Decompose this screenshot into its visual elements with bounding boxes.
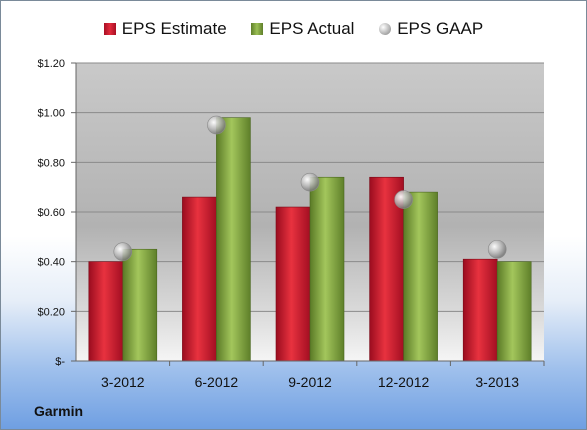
x-tick-label: 3-2013	[475, 374, 519, 390]
y-tick-label: $1.20	[37, 58, 65, 70]
y-tick-label: $1.00	[37, 108, 65, 120]
marker-eps-gaap	[207, 115, 226, 135]
bar-eps-estimate	[182, 196, 217, 362]
legend-item-gaap: EPS GAAP	[379, 19, 483, 39]
y-tick-label: $-	[55, 356, 65, 368]
legend-label-estimate: EPS Estimate	[121, 18, 227, 38]
bar-eps-estimate	[88, 261, 124, 362]
bar-eps-estimate	[462, 258, 498, 362]
marker-eps-gaap	[300, 172, 320, 192]
company-name: Garmin	[34, 403, 84, 419]
y-tick-label: $0.80	[37, 157, 65, 169]
bar-eps-actual	[309, 176, 345, 362]
legend-item-estimate: EPS Estimate	[103, 18, 227, 39]
marker-eps-gaap	[394, 190, 413, 209]
marker-eps-gaap	[113, 242, 133, 262]
bar-eps-actual	[122, 248, 158, 362]
legend-swatch-estimate	[103, 22, 116, 35]
bar-eps-actual	[216, 117, 251, 362]
legend-swatch-gaap	[379, 22, 392, 35]
y-tick-label: $0.20	[37, 306, 65, 318]
y-tick-label: $0.60	[37, 207, 65, 219]
legend-label-actual: EPS Actual	[269, 18, 355, 38]
legend-item-actual: EPS Actual	[251, 19, 354, 39]
marker-eps-gaap	[487, 239, 507, 259]
legend-swatch-actual	[251, 22, 264, 35]
y-tick-label: $0.40	[37, 257, 65, 269]
x-tick-label: 6-2012	[195, 374, 239, 390]
legend: EPS Estimate EPS Actual EPS GAAP	[1, 18, 586, 39]
bar-eps-actual	[496, 261, 532, 362]
x-tick-label: 9-2012	[288, 374, 332, 390]
bar-eps-actual	[403, 191, 438, 362]
x-tick-label: 12-2012	[378, 374, 430, 390]
x-tick-label: 3-2012	[101, 374, 145, 390]
legend-label-gaap: EPS GAAP	[397, 18, 484, 38]
bar-eps-estimate	[369, 176, 404, 362]
bar-eps-estimate	[275, 206, 311, 362]
